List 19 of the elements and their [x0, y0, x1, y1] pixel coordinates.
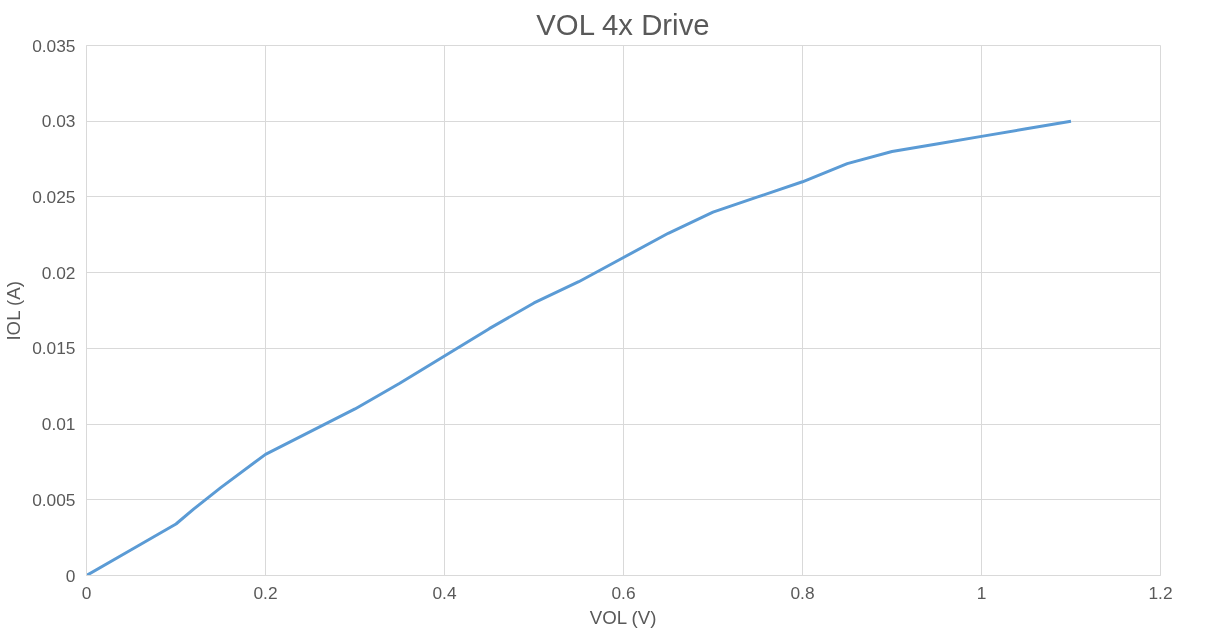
x-tick-label: 0.4 — [432, 582, 457, 603]
x-tick-label: 0.8 — [790, 582, 815, 603]
x-tick-label: 0.2 — [253, 582, 278, 603]
line-series — [86, 119, 1073, 576]
x-tick-label: 0 — [81, 582, 92, 603]
chart-title: VOL 4x Drive — [536, 7, 710, 41]
y-tick-label: 0.035 — [32, 35, 76, 56]
x-tick-label: 0.6 — [611, 582, 636, 603]
x-tick-label: 1.2 — [1148, 582, 1173, 603]
x-axis-title: VOL (V) — [589, 606, 657, 628]
y-tick-label: 0.015 — [32, 338, 76, 359]
y-tick-label: 0.03 — [41, 111, 76, 132]
y-tick-label: 0 — [65, 565, 76, 586]
y-tick-label: 0.01 — [41, 414, 76, 435]
y-tick-label: 0.025 — [32, 186, 76, 207]
x-tick-label: 1 — [976, 582, 987, 603]
y-axis-title: IOL (A) — [3, 281, 25, 341]
y-tick-label: 0.02 — [41, 262, 76, 283]
y-tick-label: 0.005 — [32, 489, 76, 510]
